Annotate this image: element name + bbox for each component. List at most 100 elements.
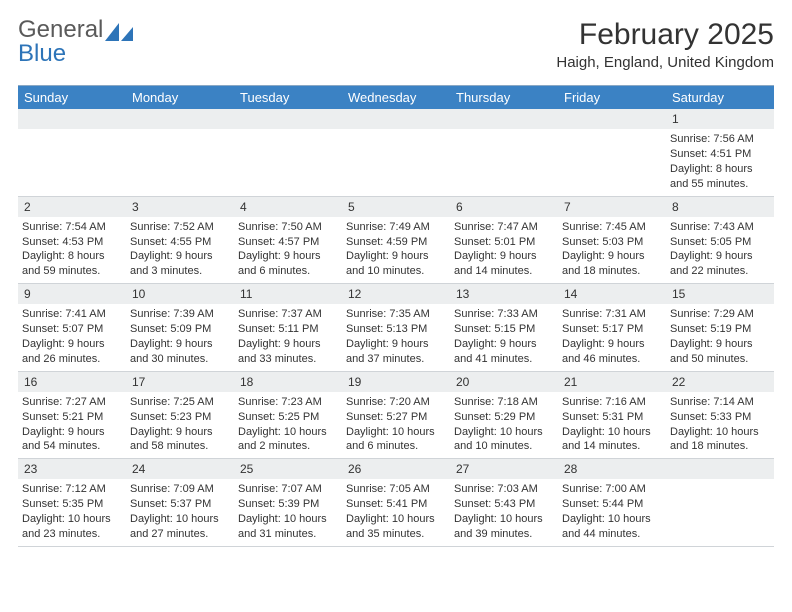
day-header-tue: Tuesday (234, 86, 342, 109)
calendar-cell: 27Sunrise: 7:03 AMSunset: 5:43 PMDayligh… (450, 459, 558, 546)
daylight-line: Daylight: 10 hours (346, 425, 446, 440)
daylight-line: and 55 minutes. (670, 177, 770, 192)
daylight-line: and 46 minutes. (562, 352, 662, 367)
logo-word-1: General (18, 16, 103, 43)
sunrise-line: Sunrise: 7:50 AM (238, 220, 338, 235)
daylight-line: and 58 minutes. (130, 439, 230, 454)
calendar-week: 16Sunrise: 7:27 AMSunset: 5:21 PMDayligh… (18, 372, 774, 460)
logo-word-2: Blue (18, 40, 66, 67)
daylight-line: and 44 minutes. (562, 527, 662, 542)
day-number: 28 (558, 459, 666, 479)
weeks-container: 1Sunrise: 7:56 AMSunset: 4:51 PMDaylight… (18, 109, 774, 547)
calendar-cell: 25Sunrise: 7:07 AMSunset: 5:39 PMDayligh… (234, 459, 342, 546)
sunset-line: Sunset: 5:03 PM (562, 235, 662, 250)
daylight-line: Daylight: 9 hours (346, 249, 446, 264)
calendar-week: 23 Sunrise: 7:12 AMSunset: 5:35 PM Dayligh… (18, 459, 774, 547)
day-number: 21 (558, 372, 666, 392)
daylight-line: and 31 minutes. (238, 527, 338, 542)
day-number: 24 (126, 459, 234, 479)
sunset-line: Sunset: 5:25 PM (238, 410, 338, 425)
day-number: 23 (18, 459, 126, 479)
daylight-line: and 14 minutes. (454, 264, 554, 279)
sunset-line: Sunset: 5:35 PM (22, 497, 122, 512)
calendar-cell: 1 Sunrise: 7:56 AMSunset: 4:51 PMDaylight… (666, 109, 774, 196)
sunrise-line: Sunrise: 7:47 AM (454, 220, 554, 235)
header: General Blue February 2025 Haigh, Englan… (18, 18, 774, 71)
daylight-line: Daylight: 8 hours (22, 249, 122, 264)
sunrise-line: Sunrise: 7:12 AM (22, 482, 122, 497)
calendar-cell (342, 109, 450, 196)
daylight-line: and 10 minutes. (454, 439, 554, 454)
sunset-line: Sunset: 5:07 PM (22, 322, 122, 337)
day-header-thu: Thursday (450, 86, 558, 109)
sunrise-line: Sunrise: 7:20 AM (346, 395, 446, 410)
day-header-sat: Saturday (666, 86, 774, 109)
daylight-line: and 41 minutes. (454, 352, 554, 367)
calendar-cell: 28Sunrise: 7:00 AMSunset: 5:44 PMDayligh… (558, 459, 666, 546)
daylight-line: Daylight: 10 hours (238, 425, 338, 440)
sunset-line: Sunset: 4:51 PM (670, 147, 770, 162)
day-number: 12 (342, 284, 450, 304)
sunset-line: Sunset: 5:39 PM (238, 497, 338, 512)
day-number: 17 (126, 372, 234, 392)
calendar-cell: 15Sunrise: 7:29 AMSunset: 5:19 PMDayligh… (666, 284, 774, 371)
daylight-line: Daylight: 9 hours (454, 337, 554, 352)
daylight-line: and 10 minutes. (346, 264, 446, 279)
day-number: 19 (342, 372, 450, 392)
calendar-cell: 11Sunrise: 7:37 AMSunset: 5:11 PMDayligh… (234, 284, 342, 371)
sunrise-line: Sunrise: 7:41 AM (22, 307, 122, 322)
calendar-cell: 8Sunrise: 7:43 AMSunset: 5:05 PMDaylight… (666, 197, 774, 284)
day-number: 9 (18, 284, 126, 304)
daylight-line: Daylight: 9 hours (346, 337, 446, 352)
daylight-line: and 59 minutes. (22, 264, 122, 279)
sunrise-line: Sunrise: 7:18 AM (454, 395, 554, 410)
day-number (342, 109, 450, 129)
calendar-cell (450, 109, 558, 196)
sunset-line: Sunset: 5:29 PM (454, 410, 554, 425)
sunset-line: Sunset: 5:09 PM (130, 322, 230, 337)
sunrise-line: Sunrise: 7:56 AM (670, 132, 770, 147)
sunset-line: Sunset: 5:23 PM (130, 410, 230, 425)
day-number: 5 (342, 197, 450, 217)
daylight-line: Daylight: 8 hours (670, 162, 770, 177)
day-number: 1 (666, 109, 774, 129)
calendar-cell: 21Sunrise: 7:16 AMSunset: 5:31 PMDayligh… (558, 372, 666, 459)
daylight-line: Daylight: 10 hours (130, 512, 230, 527)
calendar-cell: 26Sunrise: 7:05 AMSunset: 5:41 PMDayligh… (342, 459, 450, 546)
sunrise-line: Sunrise: 7:14 AM (670, 395, 770, 410)
day-number: 25 (234, 459, 342, 479)
calendar-cell (666, 459, 774, 546)
sunrise-line: Sunrise: 7:23 AM (238, 395, 338, 410)
sunrise-line: Sunrise: 7:25 AM (130, 395, 230, 410)
daylight-line: Daylight: 9 hours (238, 337, 338, 352)
sunset-line: Sunset: 5:43 PM (454, 497, 554, 512)
day-header-wed: Wednesday (342, 86, 450, 109)
sunset-line: Sunset: 5:17 PM (562, 322, 662, 337)
day-number (666, 459, 774, 479)
calendar-cell: 16Sunrise: 7:27 AMSunset: 5:21 PMDayligh… (18, 372, 126, 459)
day-number: 4 (234, 197, 342, 217)
title-block: February 2025 Haigh, England, United Kin… (556, 18, 774, 71)
daylight-line: and 26 minutes. (22, 352, 122, 367)
daylight-line: Daylight: 9 hours (670, 249, 770, 264)
day-number: 14 (558, 284, 666, 304)
sunset-line: Sunset: 5:44 PM (562, 497, 662, 512)
day-number: 8 (666, 197, 774, 217)
sunrise-line: Sunrise: 7:45 AM (562, 220, 662, 235)
calendar-week: 1 Sunrise: 7:56 AMSunset: 4:51 PMDaylight… (18, 109, 774, 197)
calendar-cell (18, 109, 126, 196)
sunrise-line: Sunrise: 7:33 AM (454, 307, 554, 322)
day-number: 7 (558, 197, 666, 217)
sunrise-line: Sunrise: 7:00 AM (562, 482, 662, 497)
daylight-line: and 23 minutes. (22, 527, 122, 542)
sunset-line: Sunset: 5:31 PM (562, 410, 662, 425)
daylight-line: Daylight: 9 hours (130, 249, 230, 264)
sunrise-line: Sunrise: 7:52 AM (130, 220, 230, 235)
daylight-line: and 3 minutes. (130, 264, 230, 279)
daylight-line: and 6 minutes. (346, 439, 446, 454)
daylight-line: and 37 minutes. (346, 352, 446, 367)
daylight-line: Daylight: 10 hours (562, 425, 662, 440)
daylight-line: and 14 minutes. (562, 439, 662, 454)
day-number (126, 109, 234, 129)
daylight-line: and 54 minutes. (22, 439, 122, 454)
